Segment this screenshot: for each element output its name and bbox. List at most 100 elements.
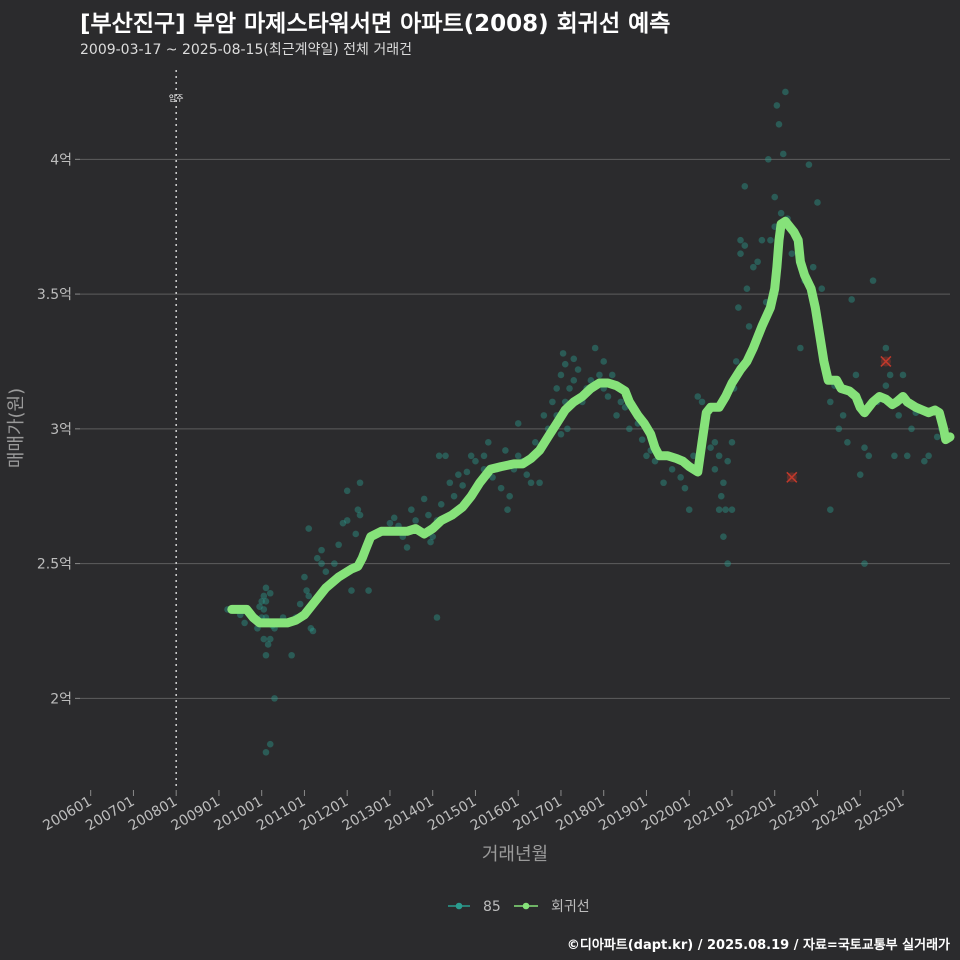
data-point (258, 598, 265, 605)
legend: 85 회귀선 (448, 899, 590, 915)
data-point (502, 447, 509, 454)
data-point (348, 587, 355, 594)
data-point (741, 182, 749, 190)
outlier-marker (786, 471, 798, 483)
data-point (852, 371, 860, 379)
data-point (728, 506, 736, 514)
data-point (677, 474, 684, 481)
data-point (844, 439, 851, 446)
data-point (767, 236, 774, 244)
data-point (600, 358, 608, 365)
data-point (553, 385, 560, 392)
data-point (561, 360, 569, 368)
data-point (260, 606, 268, 613)
data-point (574, 366, 582, 373)
data-point (891, 452, 898, 460)
data-point (331, 560, 338, 567)
data-point (587, 377, 595, 384)
data-point (570, 355, 578, 363)
data-point (604, 393, 612, 400)
x-axis-title: 거래년월 (482, 844, 548, 865)
data-point (720, 479, 727, 487)
data-point (777, 209, 785, 217)
data-point (266, 589, 274, 597)
data-point (570, 377, 578, 384)
data-point (861, 560, 868, 567)
data-point (427, 538, 434, 546)
scatter-series-85 (224, 88, 945, 756)
data-point (715, 452, 723, 460)
reference-label: 입주 (169, 94, 184, 103)
data-point (313, 554, 321, 562)
data-point (711, 465, 719, 473)
data-point (335, 541, 342, 549)
data-point (626, 425, 633, 433)
data-point (403, 544, 411, 551)
data-point (307, 624, 315, 632)
data-point (442, 452, 449, 460)
data-point (564, 425, 571, 433)
data-point (262, 598, 270, 605)
data-point (484, 439, 492, 446)
data-point (732, 358, 740, 365)
data-point (779, 150, 787, 158)
gridlines (80, 158, 950, 699)
data-point (750, 263, 757, 271)
data-point (559, 350, 567, 357)
data-point (773, 102, 781, 109)
data-point (651, 457, 659, 465)
outlier-cross (786, 471, 798, 483)
data-point (450, 492, 458, 500)
data-point (711, 439, 719, 446)
data-point (352, 530, 360, 538)
data-point (472, 457, 479, 465)
data-point (540, 412, 548, 419)
data-point (301, 573, 308, 581)
data-point (305, 592, 313, 600)
data-point (305, 525, 313, 532)
data-point (668, 465, 676, 473)
data-point (643, 452, 650, 460)
data-point (262, 584, 270, 592)
data-point (318, 560, 325, 567)
data-point (735, 304, 742, 311)
data-point (386, 519, 394, 527)
data-point (557, 430, 565, 438)
data-point (903, 452, 911, 460)
data-point (365, 587, 372, 594)
data-point (412, 517, 419, 524)
data-point (722, 506, 729, 514)
data-point (463, 468, 471, 476)
data-point (737, 236, 744, 244)
y-tick-label: 2.5억 (37, 557, 72, 573)
data-point (717, 492, 725, 500)
data-point (437, 501, 445, 508)
data-point (694, 393, 702, 400)
data-point (826, 398, 834, 406)
data-point (869, 277, 877, 284)
data-point (339, 519, 347, 527)
data-point (504, 506, 511, 514)
data-point (638, 436, 646, 443)
data-point (724, 457, 731, 465)
data-point (354, 506, 362, 514)
data-point (724, 560, 731, 567)
data-point (435, 452, 443, 460)
data-point (296, 600, 304, 608)
chart-title: [부산진구] 부암 마제스타워서면 아파트(2008) 회귀선 예측 (80, 11, 671, 37)
y-axis-ticks: 2억 2.5억 3억 3.5억 4억 (37, 152, 80, 707)
data-point (797, 344, 804, 352)
data-point (557, 371, 565, 379)
data-point (782, 88, 789, 96)
data-point (271, 695, 278, 702)
data-point (805, 161, 813, 169)
data-point (288, 651, 295, 659)
data-point (459, 482, 466, 489)
data-point (698, 398, 706, 406)
outlier-marker (880, 355, 892, 368)
data-point (425, 511, 432, 519)
legend-label-regression: 회귀선 (551, 899, 590, 915)
data-point (420, 495, 428, 503)
data-point (921, 457, 928, 465)
